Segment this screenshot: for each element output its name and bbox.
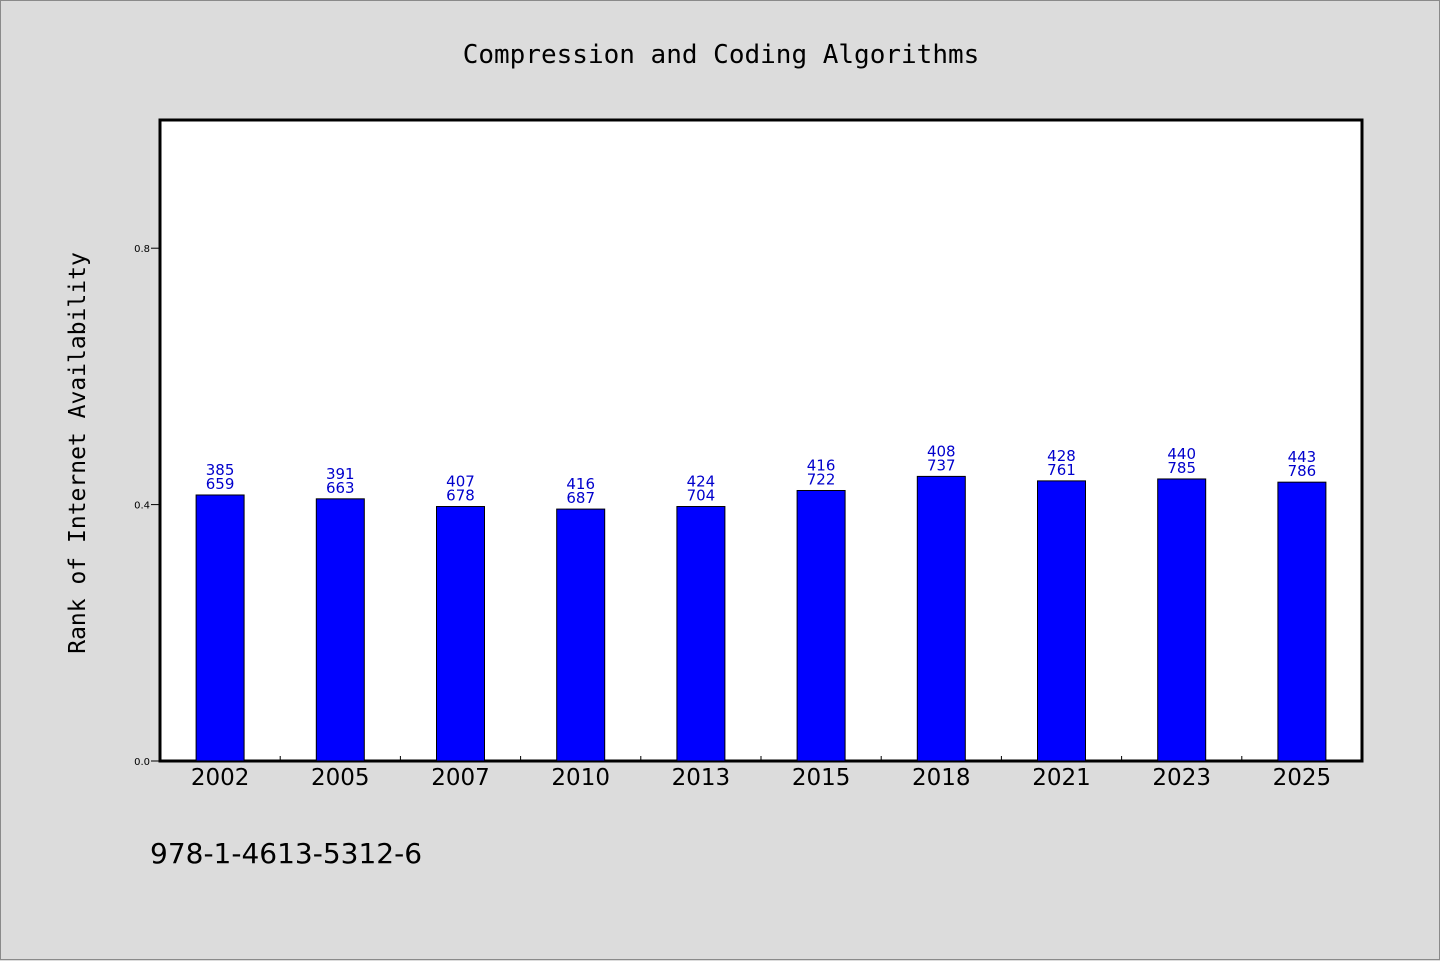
data-label: 704 — [687, 487, 716, 505]
data-label: 737 — [927, 456, 956, 474]
x-tick-label: 2010 — [551, 765, 610, 791]
data-label: 391 — [326, 465, 355, 483]
data-label: 440 — [1167, 445, 1196, 463]
data-label: 416 — [566, 475, 595, 493]
data-label: 722 — [807, 470, 836, 488]
data-label: 407 — [446, 473, 475, 491]
data-label: 785 — [1167, 459, 1196, 477]
x-tick-label: 2005 — [311, 765, 370, 791]
x-tick-label: 2025 — [1273, 765, 1332, 791]
bar — [195, 494, 245, 762]
x-tick-label: 2023 — [1152, 765, 1211, 791]
bar — [1157, 478, 1207, 762]
data-label: 786 — [1288, 462, 1317, 480]
bar — [436, 506, 485, 762]
data-label: 659 — [206, 475, 235, 493]
y-tick-label: 0.8 — [134, 244, 150, 255]
chart-title: Compression and Coding Algorithms — [463, 40, 980, 70]
data-label: 678 — [446, 487, 475, 505]
data-label: 424 — [687, 473, 716, 491]
data-label: 416 — [807, 456, 836, 474]
x-tick-label: 2015 — [792, 765, 851, 791]
bar — [1037, 480, 1086, 762]
data-label: 428 — [1047, 447, 1076, 465]
bar — [315, 498, 365, 762]
bar — [556, 508, 606, 762]
y-tick-label: 0.4 — [134, 501, 150, 512]
bar — [916, 475, 966, 762]
data-label: 761 — [1047, 461, 1076, 479]
data-label: 385 — [206, 461, 235, 479]
x-tick-label: 2018 — [912, 765, 971, 791]
x-tick-label: 2013 — [672, 765, 731, 791]
footnote-isbn: 978-1-4613-5312-6 — [150, 837, 422, 870]
data-label: 687 — [566, 489, 595, 507]
bar — [796, 489, 846, 762]
data-label: 408 — [927, 442, 956, 460]
bar — [1277, 481, 1327, 762]
y-tick-label: 0.0 — [134, 757, 150, 768]
bar — [676, 506, 726, 762]
x-tick-label: 2002 — [191, 765, 250, 791]
y-axis-label: Rank of Internet Availability — [65, 252, 91, 654]
data-label: 663 — [326, 479, 355, 497]
x-tick-label: 2021 — [1032, 765, 1091, 791]
x-tick-label: 2007 — [431, 765, 490, 791]
data-label: 443 — [1288, 448, 1317, 466]
